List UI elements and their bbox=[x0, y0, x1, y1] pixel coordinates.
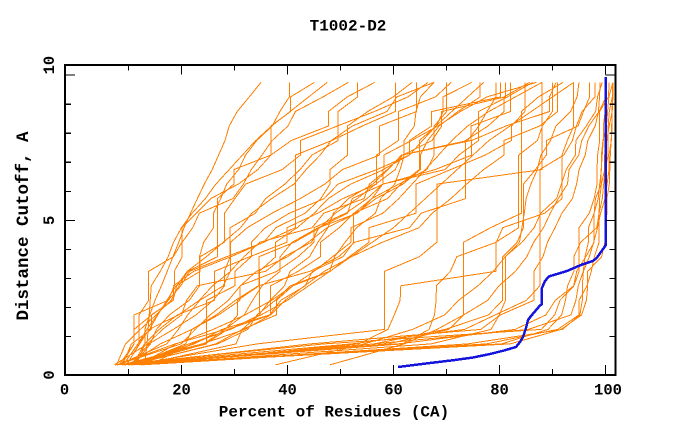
svg-text:Percent of Residues (CA): Percent of Residues (CA) bbox=[219, 404, 449, 422]
svg-text:Distance Cutoff, A: Distance Cutoff, A bbox=[14, 131, 34, 321]
svg-text:60: 60 bbox=[384, 382, 403, 400]
svg-text:40: 40 bbox=[278, 382, 297, 400]
svg-text:0: 0 bbox=[60, 382, 69, 400]
svg-text:T1002-D2: T1002-D2 bbox=[310, 17, 387, 35]
svg-text:20: 20 bbox=[172, 382, 191, 400]
svg-text:5: 5 bbox=[41, 216, 59, 225]
svg-text:10: 10 bbox=[41, 56, 59, 75]
svg-text:80: 80 bbox=[490, 382, 509, 400]
svg-text:0: 0 bbox=[41, 370, 59, 379]
svg-text:100: 100 bbox=[594, 382, 622, 400]
